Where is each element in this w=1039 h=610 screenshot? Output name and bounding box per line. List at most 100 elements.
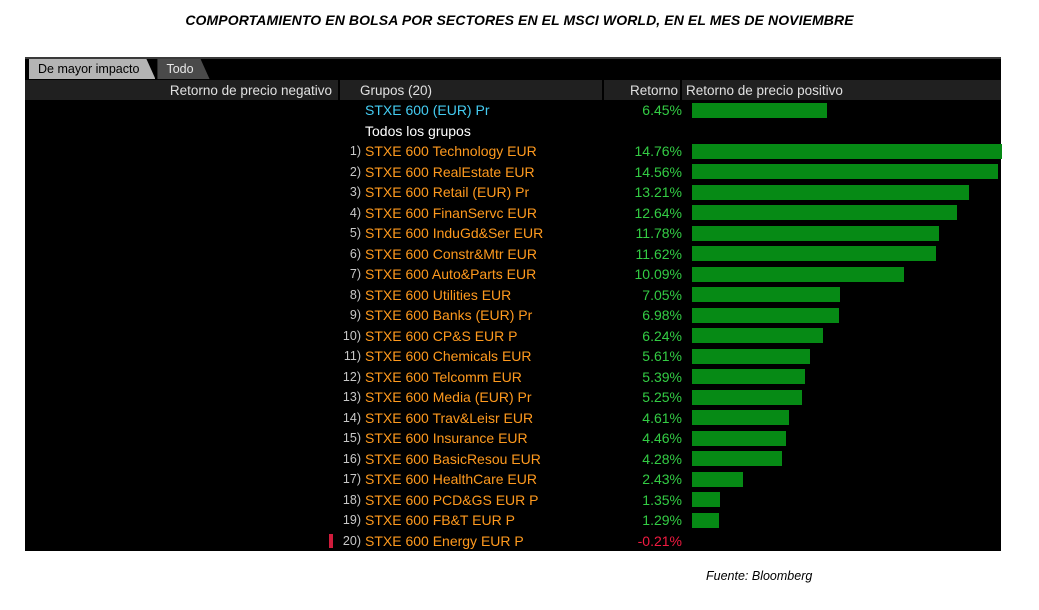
negative-bar-zone xyxy=(25,369,335,385)
row-return-value: 6.24% xyxy=(642,327,682,344)
positive-bar xyxy=(692,102,827,118)
row-number: 1) xyxy=(349,144,361,158)
positive-bar xyxy=(692,512,719,528)
row-number: 4) xyxy=(349,205,361,220)
row-ticker[interactable]: STXE 600 Insurance EUR xyxy=(365,430,528,446)
positive-bar-zone xyxy=(692,348,1005,365)
positive-bar xyxy=(692,369,805,385)
table-row[interactable]: STXE 600 (EUR) Pr 6.45% xyxy=(25,100,1001,121)
header-label: Retorno de precio positivo xyxy=(686,82,843,98)
row-ticker[interactable]: STXE 600 Technology EUR xyxy=(365,143,537,159)
table-row[interactable]: 13) STXE 600 Media (EUR) Pr 5.25% xyxy=(25,387,1001,408)
table-row[interactable]: 10) STXE 600 CP&S EUR P 6.24% xyxy=(25,326,1001,347)
positive-bar-zone xyxy=(692,471,1005,488)
row-ticker[interactable]: STXE 600 BasicResou EUR xyxy=(365,450,541,467)
header-negative-return[interactable]: Retorno de precio negativo xyxy=(25,80,338,100)
row-ticker[interactable]: STXE 600 Constr&Mtr EUR xyxy=(365,245,537,262)
row-ticker[interactable]: STXE 600 Chemicals EUR xyxy=(365,348,532,364)
table-row[interactable]: 15) STXE 600 Insurance EUR 4.46% xyxy=(25,428,1001,449)
tab-label: Todo xyxy=(166,62,194,76)
table-row[interactable]: 5) STXE 600 InduGd&Ser EUR 11.78% xyxy=(25,223,1001,244)
tab-todo[interactable]: Todo xyxy=(157,59,209,79)
positive-bar-zone xyxy=(692,389,1005,406)
table-row[interactable]: 2) STXE 600 RealEstate EUR 14.56% xyxy=(25,162,1001,183)
negative-bar-zone xyxy=(25,307,335,323)
positive-bar-zone xyxy=(692,225,1005,242)
positive-bar-zone xyxy=(692,409,1005,426)
row-return-value: 5.25% xyxy=(642,389,682,405)
row-number: 2) xyxy=(349,164,361,179)
row-return-value: 12.64% xyxy=(634,204,682,221)
positive-bar-zone xyxy=(692,307,1005,324)
positive-bar xyxy=(692,348,810,364)
negative-bar-zone xyxy=(25,451,335,467)
row-return-value: 4.28% xyxy=(642,450,682,467)
header-positive-return[interactable]: Retorno de precio positivo xyxy=(682,80,1001,100)
row-ticker[interactable]: STXE 600 HealthCare EUR xyxy=(365,471,537,487)
negative-bar-zone xyxy=(25,348,335,364)
positive-bar xyxy=(692,225,939,241)
row-return-value: 6.45% xyxy=(642,102,682,118)
table-row[interactable]: 16) STXE 600 BasicResou EUR 4.28% xyxy=(25,449,1001,470)
row-ticker[interactable]: STXE 600 Retail (EUR) Pr xyxy=(365,184,530,200)
positive-bar xyxy=(692,307,839,323)
table-row[interactable]: 18) STXE 600 PCD&GS EUR P 1.35% xyxy=(25,490,1001,511)
positive-bar-zone xyxy=(692,163,1005,180)
row-ticker[interactable]: Todos los grupos xyxy=(365,122,471,139)
row-ticker[interactable]: STXE 600 InduGd&Ser EUR xyxy=(365,225,544,241)
row-ticker[interactable]: STXE 600 RealEstate EUR xyxy=(365,163,535,180)
negative-bar-zone xyxy=(25,164,335,180)
positive-bar xyxy=(692,430,786,446)
row-ticker[interactable]: STXE 600 Media (EUR) Pr xyxy=(365,389,532,405)
negative-bar-zone xyxy=(25,246,335,262)
table-row[interactable]: 7) STXE 600 Auto&Parts EUR 10.09% xyxy=(25,264,1001,285)
row-ticker[interactable]: STXE 600 Trav&Leisr EUR xyxy=(365,409,534,426)
row-number: 6) xyxy=(349,246,361,261)
header-divider xyxy=(338,80,340,100)
table-row[interactable]: 4) STXE 600 FinanServc EUR 12.64% xyxy=(25,203,1001,224)
table-row[interactable]: 3) STXE 600 Retail (EUR) Pr 13.21% xyxy=(25,182,1001,203)
row-ticker[interactable]: STXE 600 FinanServc EUR xyxy=(365,204,537,221)
row-number: 5) xyxy=(349,226,361,240)
table-row[interactable]: 6) STXE 600 Constr&Mtr EUR 11.62% xyxy=(25,244,1001,265)
positive-bar xyxy=(692,410,789,426)
row-number: 17) xyxy=(342,472,361,486)
source-note: Fuente: Bloomberg xyxy=(706,569,813,583)
table-row[interactable]: 9) STXE 600 Banks (EUR) Pr 6.98% xyxy=(25,305,1001,326)
negative-bar xyxy=(329,533,333,548)
table-row[interactable]: 14) STXE 600 Trav&Leisr EUR 4.61% xyxy=(25,408,1001,429)
row-ticker[interactable]: STXE 600 (EUR) Pr xyxy=(365,102,490,118)
tab-de-mayor-impacto[interactable]: De mayor impacto xyxy=(29,59,155,79)
positive-bar-zone xyxy=(692,102,1005,119)
positive-bar-zone xyxy=(692,184,1005,201)
table-row[interactable]: 11) STXE 600 Chemicals EUR 5.61% xyxy=(25,346,1001,367)
negative-bar-zone xyxy=(25,143,335,159)
header-return[interactable]: Retorno xyxy=(604,80,680,100)
positive-bar xyxy=(692,389,802,405)
tab-bar: De mayor impacto Todo xyxy=(25,59,1001,79)
table-row[interactable]: 19) STXE 600 FB&T EUR P 1.29% xyxy=(25,510,1001,531)
table-row[interactable]: 8) STXE 600 Utilities EUR 7.05% xyxy=(25,285,1001,306)
row-return-value: 10.09% xyxy=(634,266,682,282)
table-row[interactable]: Todos los grupos xyxy=(25,121,1001,142)
header-groups[interactable]: Grupos (20) xyxy=(340,80,602,100)
table-row[interactable]: 20) STXE 600 Energy EUR P -0.21% xyxy=(25,531,1001,552)
tab-label: De mayor impacto xyxy=(38,62,140,76)
positive-bar-zone xyxy=(692,266,1005,283)
table-row[interactable]: 12) STXE 600 Telcomm EUR 5.39% xyxy=(25,367,1001,388)
table-body: STXE 600 (EUR) Pr 6.45% Todos los grupos 1)… xyxy=(25,100,1002,552)
row-ticker[interactable]: STXE 600 CP&S EUR P xyxy=(365,327,518,344)
table-row[interactable]: 17) STXE 600 HealthCare EUR 2.43% xyxy=(25,469,1001,490)
row-ticker[interactable]: STXE 600 Telcomm EUR xyxy=(365,368,522,385)
row-ticker[interactable]: STXE 600 Energy EUR P xyxy=(365,532,524,549)
header-label: Retorno de precio negativo xyxy=(169,82,332,98)
row-number: 8) xyxy=(349,287,361,302)
row-ticker[interactable]: STXE 600 Banks (EUR) Pr xyxy=(365,307,533,323)
negative-bar-zone xyxy=(25,430,335,446)
row-ticker[interactable]: STXE 600 PCD&GS EUR P xyxy=(365,491,539,508)
row-ticker[interactable]: STXE 600 Utilities EUR xyxy=(365,286,512,303)
positive-bar-zone xyxy=(692,368,1005,385)
row-ticker[interactable]: STXE 600 FB&T EUR P xyxy=(365,512,515,528)
table-row[interactable]: 1) STXE 600 Technology EUR 14.76% xyxy=(25,141,1002,162)
row-ticker[interactable]: STXE 600 Auto&Parts EUR xyxy=(365,266,537,282)
